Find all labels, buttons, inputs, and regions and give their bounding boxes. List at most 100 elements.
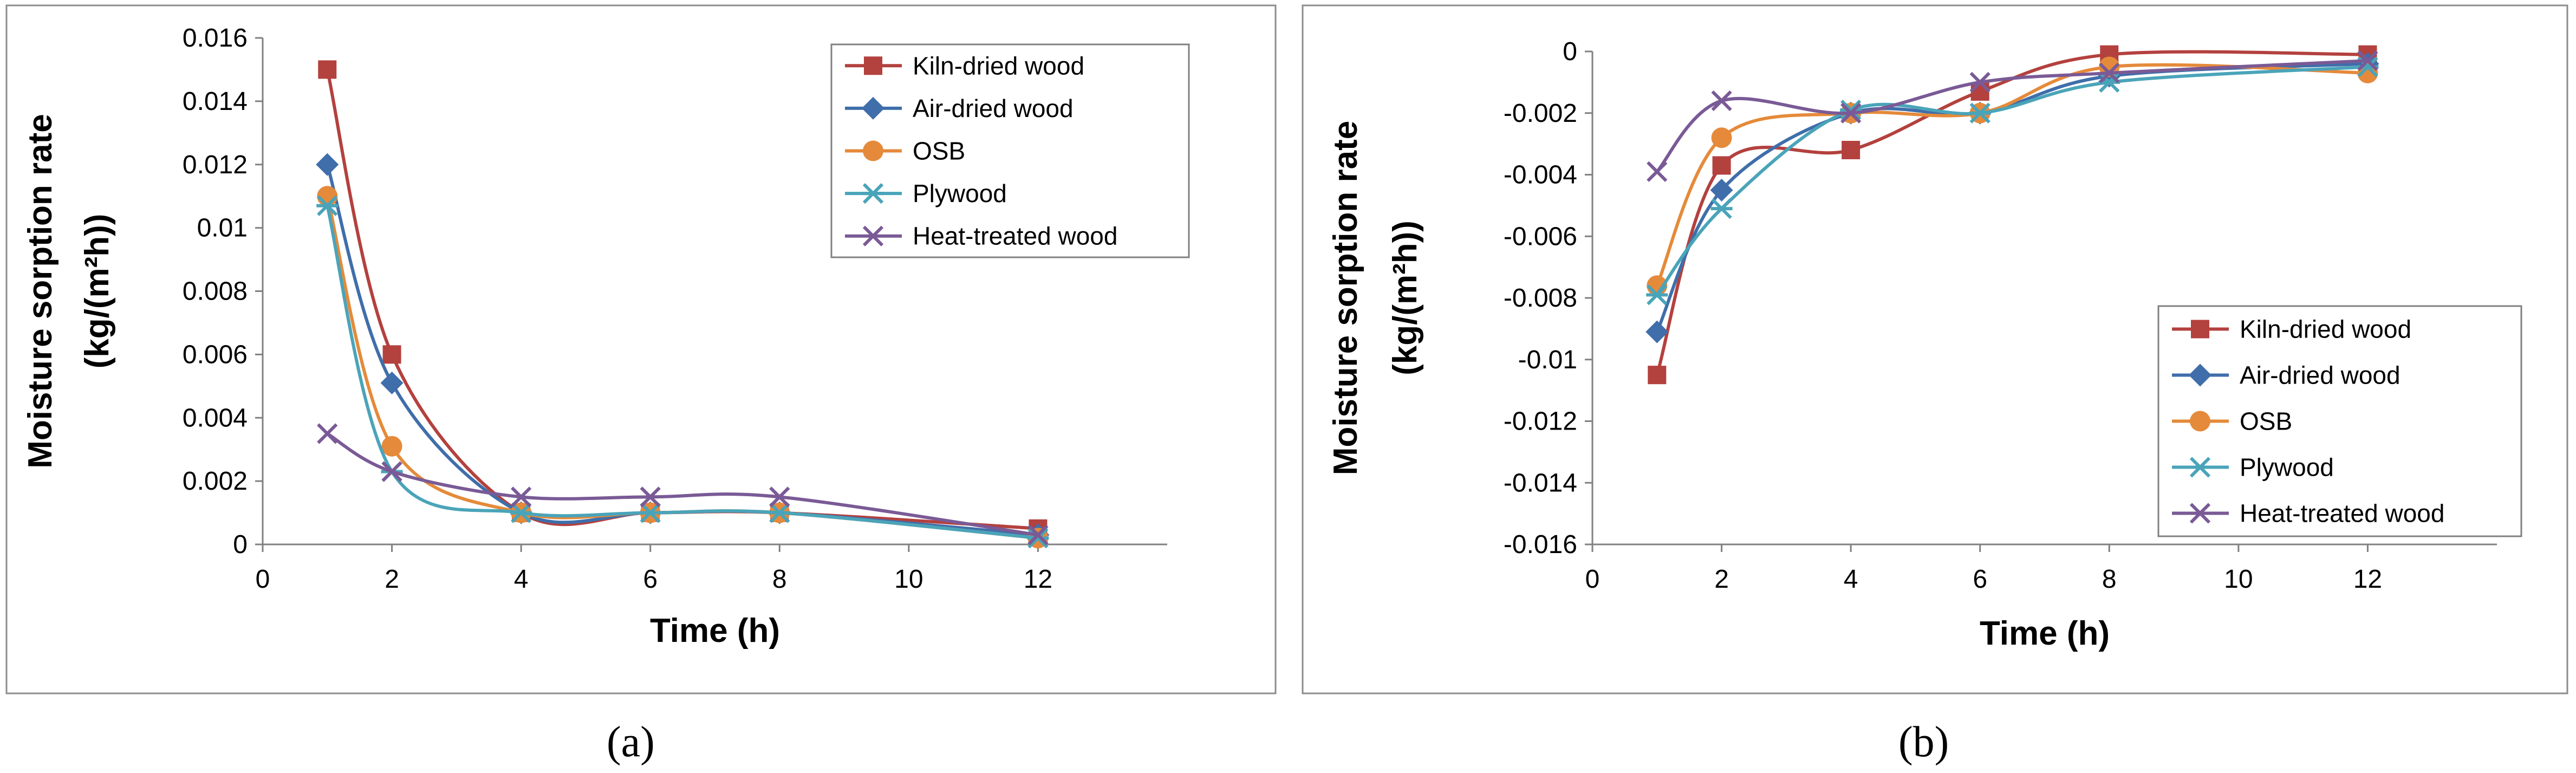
x-axis-title: Time (h): [1980, 615, 2110, 652]
legend-marker: [2189, 363, 2211, 387]
y-tick-label: 0.006: [183, 340, 248, 369]
data-point: [1647, 161, 1668, 182]
y-tick-label: 0: [233, 530, 248, 559]
data-point: [1646, 284, 1668, 306]
legend-item: Air-dried wood: [845, 94, 1074, 122]
y-tick-label: -0.008: [1504, 284, 1577, 313]
y-tick-label: 0.014: [183, 87, 248, 116]
y-axis-unit: (kg/(m²h)): [1387, 220, 1424, 375]
x-tick-label: 8: [772, 565, 787, 594]
y-tick-label: -0.004: [1504, 161, 1577, 190]
data-point: [1840, 99, 1862, 121]
data-point: [1969, 102, 1991, 124]
series-line: [326, 205, 1038, 540]
data-point: [1645, 320, 1669, 343]
y-tick-label: 0.016: [183, 24, 248, 53]
y-tick-label: 0.01: [197, 214, 248, 243]
series-heat-treated-wood: [1647, 50, 2378, 182]
legend-label: Plywood: [913, 179, 1007, 207]
series-line: [1655, 50, 2368, 376]
legend-label: OSB: [2240, 407, 2292, 436]
y-tick-label: -0.01: [1518, 346, 1577, 374]
data-point: [316, 153, 339, 176]
chart-panel-a: 0 2 4 6 8 10 12 0 0.002 0.004 0.006 0.008 0.01 0.012 0…: [5, 4, 1277, 694]
data-point: [1711, 127, 1732, 148]
data-point: [381, 436, 402, 457]
data-point: [1027, 524, 1049, 545]
x-tick-label: 12: [2353, 565, 2382, 594]
y-tick-label: 0.008: [183, 277, 248, 306]
y-tick-label: -0.002: [1504, 99, 1577, 128]
legend-item: Heat-treated wood: [845, 222, 1117, 250]
x-tick-label: 6: [1973, 565, 1987, 594]
series-heat-treated-wood: [317, 423, 1049, 545]
legend-item: Kiln-dried wood: [2172, 315, 2411, 343]
x-tick-label: 6: [643, 565, 658, 594]
x-tick-label: 2: [385, 565, 399, 594]
legend-label: Kiln-dried wood: [2240, 315, 2411, 343]
x-tick-label: 10: [894, 565, 923, 594]
x-tick-label: 10: [2224, 565, 2253, 594]
x-tick-label: 4: [514, 565, 529, 594]
x-tick-label: 0: [1585, 565, 1600, 594]
data-point: [381, 461, 402, 482]
y-tick-label: -0.014: [1504, 469, 1577, 497]
legend-label: Air-dried wood: [913, 94, 1074, 122]
legend-item: OSB: [2172, 407, 2292, 436]
data-point: [510, 502, 532, 523]
data-point: [316, 195, 339, 216]
data-point: [1969, 72, 1990, 93]
y-axis-unit: (kg/(m²h)): [79, 214, 116, 369]
x-tick-label: 0: [256, 565, 270, 594]
legend-item: Plywood: [2172, 453, 2334, 482]
legend-marker: [2191, 320, 2209, 339]
data-point: [1027, 528, 1049, 549]
legend-marker: [863, 140, 883, 161]
x-axis-title: Time (h): [650, 612, 780, 649]
y-tick-label: -0.016: [1504, 530, 1577, 559]
data-point: [1840, 102, 1862, 124]
y-tick-label: -0.006: [1504, 222, 1577, 251]
panel-b-caption: (b): [1898, 718, 1949, 766]
legend-item: Plywood: [845, 179, 1007, 207]
data-point: [2357, 50, 2378, 72]
legend: Kiln-dried wood Air-dried wood OSB Plywood H…: [830, 43, 1190, 258]
legend-item: Heat-treated wood: [2172, 499, 2444, 528]
y-tick-label: 0: [1563, 37, 1577, 66]
series-line: [1655, 63, 2368, 287]
legend-marker: [862, 183, 884, 204]
legend-marker: [2190, 411, 2210, 432]
panel-a-caption: (a): [607, 718, 655, 766]
data-point: [1712, 156, 1731, 175]
data-point: [2099, 62, 2120, 83]
data-point: [769, 502, 791, 523]
data-point: [1648, 366, 1667, 385]
data-point: [317, 423, 338, 444]
x-tick-label: 4: [1844, 565, 1858, 594]
legend-label: Heat-treated wood: [913, 222, 1117, 250]
data-point: [1842, 141, 1861, 159]
legend-marker: [2189, 503, 2211, 524]
x-tick-label: 2: [1714, 565, 1729, 594]
legend-item: Air-dried wood: [2172, 361, 2401, 389]
data-point: [380, 371, 404, 394]
legend-marker: [2189, 457, 2211, 478]
x-tick-label: 8: [2102, 565, 2117, 594]
chart-panel-b: 0 2 4 6 8 10 12 0 -0.002 -0.004 -0.006 -0.008 -0.01 -…: [1302, 4, 2568, 694]
legend-label: OSB: [913, 137, 965, 165]
data-point: [769, 486, 790, 508]
y-tick-label: -0.012: [1504, 407, 1577, 436]
x-tick-label: 12: [1024, 565, 1052, 594]
legend-label: Kiln-dried wood: [913, 51, 1084, 80]
legend-label: Heat-treated wood: [2240, 499, 2444, 528]
data-point: [639, 502, 661, 523]
data-point: [640, 486, 661, 508]
legend: Kiln-dried wood Air-dried wood OSB Plywood H…: [2157, 305, 2522, 537]
y-tick-label: 0.004: [183, 404, 248, 432]
data-point: [511, 486, 532, 508]
y-tick-label: 0.012: [183, 151, 248, 179]
legend-item: Kiln-dried wood: [845, 51, 1084, 80]
y-axis-title: Moisture sorption rate: [22, 114, 59, 469]
data-point: [382, 345, 401, 364]
